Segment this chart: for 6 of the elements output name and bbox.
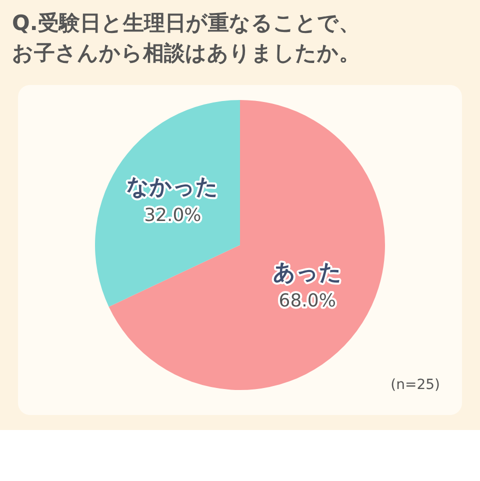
- slice-label: なかった: [126, 174, 219, 200]
- data-label: 32.0%: [144, 204, 202, 226]
- chart-title: Q.受験日と生理日が重なることで、お子さんから相談はありましたか。: [12, 10, 361, 67]
- text: (n=25): [390, 377, 440, 393]
- slice-label: あった: [272, 260, 342, 286]
- data-label: 68.0%: [278, 290, 336, 312]
